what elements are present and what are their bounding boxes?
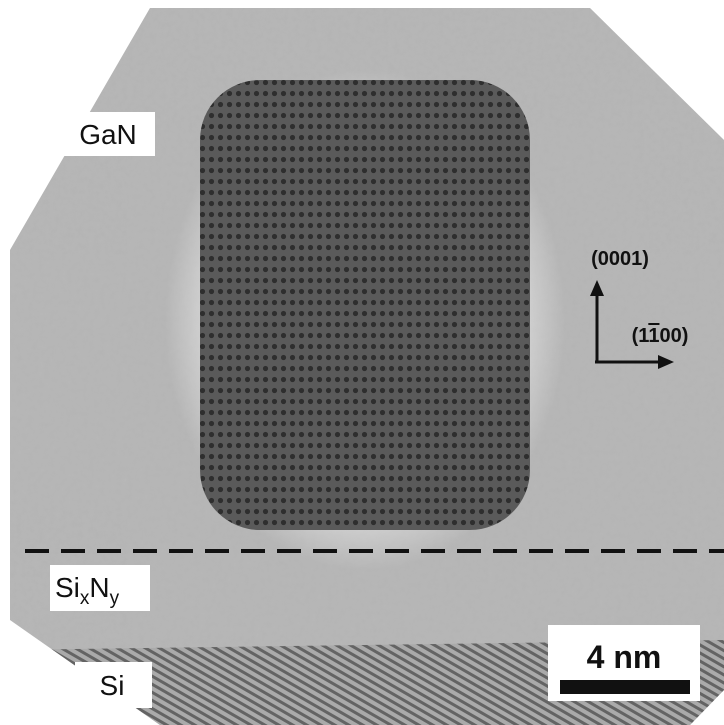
- text: Si: [55, 572, 80, 603]
- scale-bar: [560, 680, 690, 694]
- text: (1: [632, 325, 650, 347]
- text: N: [89, 572, 109, 603]
- layer-label: GaN: [79, 119, 137, 150]
- overlined-digit: 1: [648, 325, 659, 347]
- nanocrystal: [200, 80, 530, 530]
- subscript: y: [110, 588, 120, 609]
- direction-label: (1100): [632, 325, 689, 347]
- layer-label: Si: [100, 670, 125, 701]
- scale-label: 4 nm: [587, 639, 662, 675]
- tem-image: GaN SixNy Si 4 nm (0001) (1100): [0, 0, 724, 725]
- direction-label: (0001): [591, 248, 649, 270]
- subscript: x: [80, 588, 90, 609]
- text: 00): [659, 325, 688, 347]
